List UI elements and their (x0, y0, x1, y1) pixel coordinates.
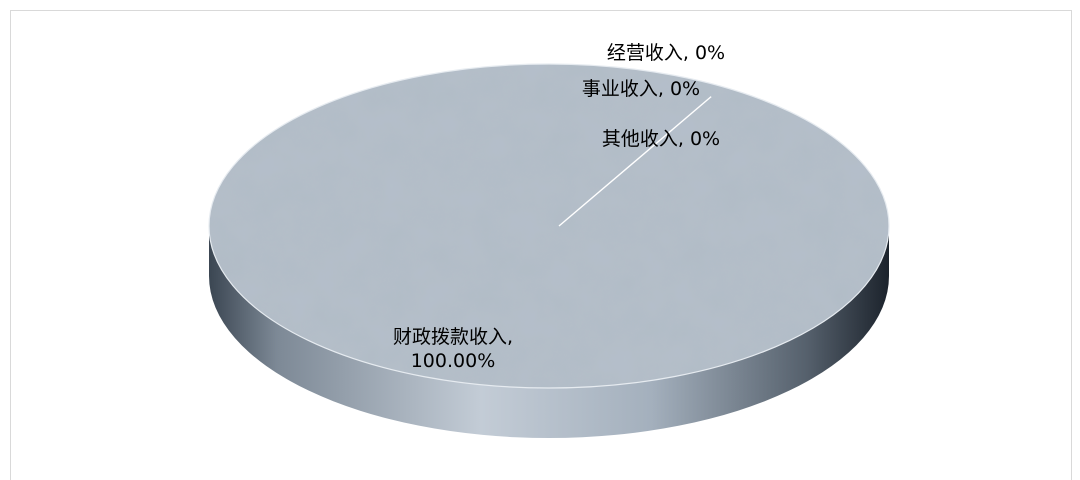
data-label-line: 100.00% (411, 350, 496, 372)
zero-slice-separator (558, 96, 712, 227)
data-label-3: 事业收入, 0% (582, 78, 700, 100)
data-label-line: 其他收入, 0% (602, 128, 720, 150)
chart-frame: 财政拨款收入, 100.00% 其他收入, 0% 事业收入, 0% 经营收入, 0% (10, 10, 1072, 480)
pie-rim (208, 63, 890, 389)
data-label-line: 财政拨款收入, (393, 326, 513, 348)
pie-chart: 财政拨款收入, 100.00% 其他收入, 0% 事业收入, 0% 经营收入, 0% (208, 42, 890, 438)
pie-side-wall (209, 226, 889, 438)
data-label-line: 经营收入, 0% (607, 42, 725, 64)
data-label-line: 事业收入, 0% (582, 78, 700, 100)
pie-labels: 财政拨款收入, 100.00% 其他收入, 0% 事业收入, 0% 经营收入, 0% (393, 42, 725, 372)
data-label-1: 财政拨款收入, 100.00% (393, 326, 513, 372)
data-label-4: 经营收入, 0% (607, 42, 725, 64)
pie-body (208, 63, 890, 438)
pie-slice-1 (209, 64, 889, 388)
data-label-2: 其他收入, 0% (602, 128, 720, 150)
